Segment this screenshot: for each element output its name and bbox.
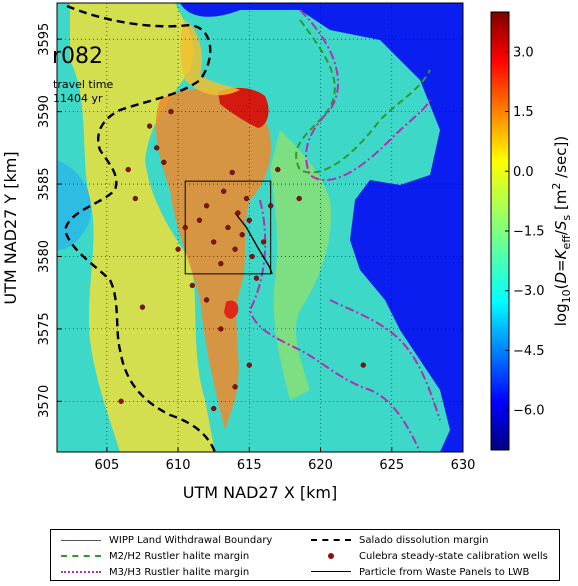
y-axis-label: UTM NAD27 Y [km] [1, 151, 20, 304]
plot-frame [56, 2, 464, 453]
calibration-well [246, 217, 252, 223]
legend-item-wells: Culebra steady-state calibration wells [309, 548, 548, 564]
legend-item-m3h3: M3/H3 Rustler halite margin [59, 564, 249, 580]
x-tick-label: 625 [379, 458, 404, 473]
calibration-well [232, 246, 238, 252]
region-yellow-west [70, 3, 215, 452]
legend-label: Particle from Waste Panels to LWB [359, 566, 530, 578]
y-tick-label: 3590 [37, 95, 52, 128]
x-tick-label: 610 [166, 458, 191, 473]
calibration-well [196, 217, 203, 223]
calibration-well [221, 188, 227, 194]
calibration-well [232, 384, 238, 390]
calibration-well [260, 239, 267, 245]
calibration-well [225, 224, 231, 231]
legend-label: Salado dissolution margin [359, 534, 489, 546]
legend-label: WIPP Land Withdrawal Boundary [109, 534, 273, 546]
legend-symbol-salado [309, 534, 353, 546]
calibration-well [268, 203, 274, 209]
y-tick-label: 3580 [37, 240, 52, 273]
colorbar-label: log10(D=Keff/Ss [m2 /sec]) [550, 136, 573, 326]
x-tick-label: 630 [451, 458, 476, 473]
colorbar-tick-label: −1.5 [513, 225, 545, 240]
calibration-well [203, 297, 210, 303]
legend-symbol-particle [309, 566, 353, 578]
calibration-well [175, 246, 181, 252]
x-tick-label: 620 [308, 458, 333, 473]
particle-path [234, 212, 273, 275]
colorbar-ticks: 3.0 1.5 0.0 −1.5 −3.0 −4.5 −6.0 [505, 45, 545, 419]
y-tick-label: 3595 [37, 23, 52, 56]
legend-label: M3/H3 Rustler halite margin [109, 566, 250, 578]
calibration-well [239, 232, 245, 238]
y-tick-label: 3570 [37, 385, 52, 418]
legend-item-wipp: WIPP Land Withdrawal Boundary [59, 532, 272, 548]
calibration-well [189, 282, 195, 289]
legend-item-particle: Particle from Waste Panels to LWB [309, 564, 529, 580]
run-label: r082 [52, 44, 104, 69]
calibration-well [203, 203, 210, 209]
legend-symbol-wells [309, 550, 353, 562]
legend-item-m2h2: M2/H2 Rustler halite margin [59, 548, 249, 564]
map-heatmap [57, 3, 463, 452]
calibration-well [118, 398, 124, 404]
y-axis-ticks: 3570 3575 3580 3585 3590 3595 [37, 23, 62, 418]
calibration-well [161, 159, 167, 165]
calibration-well [296, 195, 302, 202]
x-tick-label: 605 [94, 458, 119, 473]
calibration-well [139, 304, 146, 310]
calibration-wells [118, 108, 366, 412]
calibration-well [243, 195, 250, 202]
region-red-spot [224, 300, 239, 319]
region-green-east [270, 130, 331, 400]
calibration-well [211, 405, 217, 412]
calibration-well [154, 145, 160, 151]
x-tick-label: 615 [237, 458, 262, 473]
calibration-well [229, 169, 235, 176]
y-tick-label: 3585 [37, 168, 52, 201]
region-yellow-north [180, 20, 240, 96]
region-red-north [218, 87, 269, 128]
colorbar-tick-label: 3.0 [513, 45, 534, 60]
calibration-well [218, 261, 224, 267]
calibration-well [132, 195, 139, 202]
calibration-well [246, 362, 252, 368]
travel-time-label: travel time [53, 78, 114, 91]
calibration-well [146, 123, 153, 129]
colorbar-tick-label: −3.0 [513, 284, 545, 299]
figure: 605 610 615 620 625 630 357035753580358535903… [1, 2, 573, 502]
colorbar-tick-label: 1.5 [513, 105, 534, 120]
calibration-well [168, 108, 174, 115]
x-axis-label: UTM NAD27 X [km] [183, 483, 337, 502]
calibration-well [249, 253, 255, 260]
legend-symbol-m2h2 [59, 550, 103, 562]
legend-label: Culebra steady-state calibration wells [359, 550, 548, 562]
colorbar-tick-label: 0.0 [513, 165, 534, 180]
colorbar-tick-label: −4.5 [513, 344, 545, 359]
calibration-well [125, 166, 131, 173]
calibration-well [218, 326, 224, 332]
legend-label: M2/H2 Rustler halite margin [109, 550, 250, 562]
y-tick-label: 3575 [37, 312, 52, 345]
legend-item-salado: Salado dissolution margin [309, 532, 488, 548]
legend: WIPP Land Withdrawal Boundary M2/H2 Rust… [50, 529, 560, 581]
region-orange-center [155, 89, 271, 430]
colorbar-tick-label: −6.0 [513, 404, 545, 419]
calibration-well [360, 362, 366, 368]
calibration-well [182, 224, 188, 231]
travel-time-value: 11404 yr [53, 92, 103, 105]
calibration-well [211, 239, 217, 245]
salado-dissolution-margin [63, 4, 217, 452]
calibration-well [275, 166, 281, 173]
legend-symbol-wipp [59, 534, 103, 546]
x-axis-ticks: 605 610 615 620 625 630 [94, 447, 475, 473]
calibration-well [235, 210, 241, 216]
calibration-well [253, 275, 260, 281]
m2h2-rustler-halite-margin [295, 19, 431, 174]
legend-symbol-m3h3 [59, 566, 103, 578]
